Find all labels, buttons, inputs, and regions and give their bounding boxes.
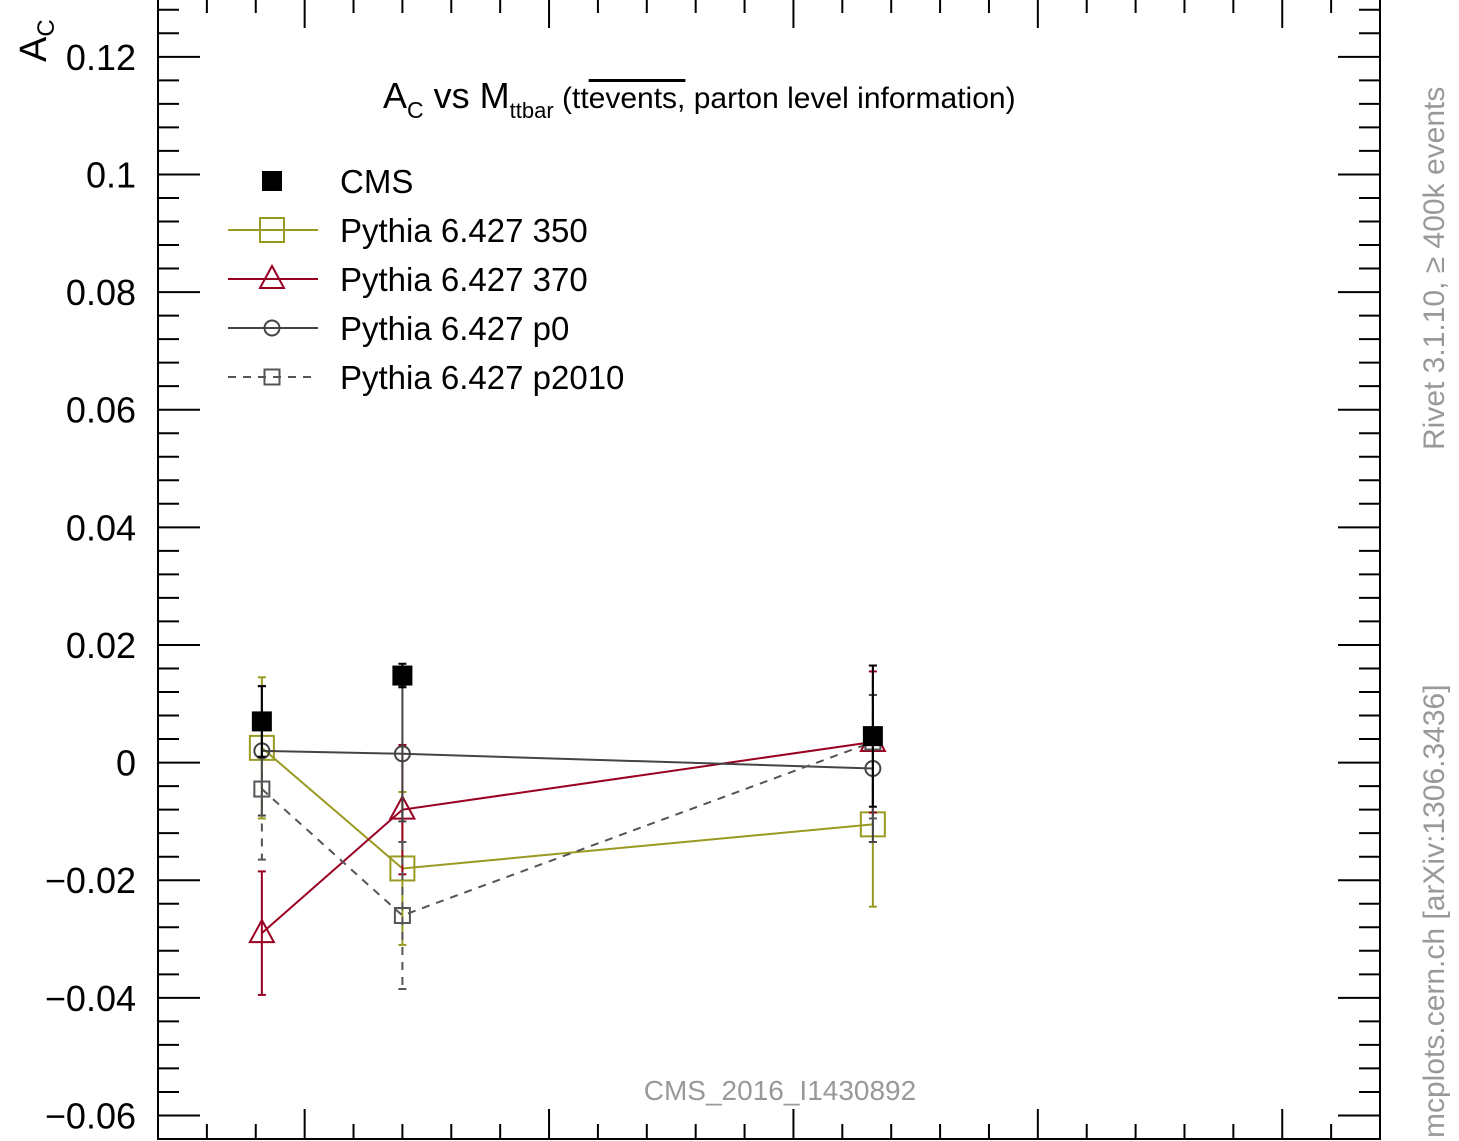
marker-open-triangle xyxy=(248,918,276,944)
marker-filled-square xyxy=(251,711,272,732)
series-0 xyxy=(251,662,883,808)
legend-label: Pythia 6.427 350 xyxy=(340,212,588,249)
series-4 xyxy=(253,664,882,991)
marker-open-square xyxy=(259,217,285,243)
legend-item: Pythia 6.427 350 xyxy=(228,212,588,249)
series-3 xyxy=(253,685,882,843)
y-tick-label: 0.02 xyxy=(66,625,136,666)
y-tick-label: −0.06 xyxy=(45,1095,136,1136)
legend-item: CMS xyxy=(262,163,413,200)
y-tick-label: −0.02 xyxy=(45,860,136,901)
plot-frame xyxy=(157,0,1381,1140)
title-vs-sub: ttbar xyxy=(510,98,554,123)
side-label-top: Rivet 3.1.10, ≥ 400k events xyxy=(1418,87,1451,450)
y-axis-label: AC xyxy=(13,19,60,62)
legend: CMS Pythia 6.427 350 Pythia 6.427 370 Pythi… xyxy=(228,163,624,396)
x-axis xyxy=(157,0,1381,1139)
side-label-bottom: mcplots.cern.ch [arXiv:1306.3436] xyxy=(1418,684,1451,1138)
marker-open-triangle xyxy=(258,263,286,289)
legend-item: Pythia 6.427 370 xyxy=(228,261,588,298)
legend-label: Pythia 6.427 p2010 xyxy=(340,359,624,396)
y-axis: −0.06 −0.04 −0.02 0 0.02 0.04 0.06 0.08 0.1 0.12 xyxy=(45,8,1380,1140)
analysis-label: CMS_2016_I1430892 xyxy=(644,1075,916,1106)
y-tick-label: 0.04 xyxy=(66,507,136,548)
series-line xyxy=(261,741,874,934)
marker-open-square xyxy=(253,780,271,798)
series-layer xyxy=(248,662,887,996)
y-tick-label: 0.06 xyxy=(66,390,136,431)
legend-item: Pythia 6.427 p2010 xyxy=(228,359,624,396)
title-rest: parton level information) xyxy=(685,82,1015,115)
marker-open-square xyxy=(393,907,411,925)
y-tick-label: 0.12 xyxy=(66,37,136,78)
legend-label: Pythia 6.427 370 xyxy=(340,261,588,298)
title-main-sub: C xyxy=(407,97,424,123)
plot-border xyxy=(157,0,1381,1140)
marker-open-circle xyxy=(263,319,281,337)
series-2 xyxy=(248,670,887,996)
title-main: A xyxy=(383,75,407,116)
title-paren-open: (tt xyxy=(554,82,590,115)
title-vs: vs M xyxy=(424,75,510,116)
y-tick-label: 0.1 xyxy=(86,154,136,195)
y-axis-label-main: A xyxy=(13,36,55,62)
marker-filled-square xyxy=(392,665,413,686)
marker-filled-square xyxy=(862,726,883,747)
y-tick-label: −0.04 xyxy=(45,978,136,1019)
series-line xyxy=(261,749,873,770)
y-axis-label-sub: C xyxy=(33,19,60,36)
legend-item: Pythia 6.427 p0 xyxy=(228,310,569,347)
marker-filled-square xyxy=(262,171,282,191)
y-tick-label: 0.08 xyxy=(66,272,136,313)
y-tick-label: 0 xyxy=(116,743,136,784)
series-1 xyxy=(248,676,886,946)
chart-title: AC vs Mttbar (ttevents, parton level inf… xyxy=(383,75,1016,123)
marker-open-square xyxy=(263,368,281,386)
title-overline-text: events, xyxy=(589,82,686,115)
series-line xyxy=(261,741,874,917)
legend-label: CMS xyxy=(340,163,413,200)
marker-open-circle xyxy=(393,745,411,763)
legend-label: Pythia 6.427 p0 xyxy=(340,310,569,347)
